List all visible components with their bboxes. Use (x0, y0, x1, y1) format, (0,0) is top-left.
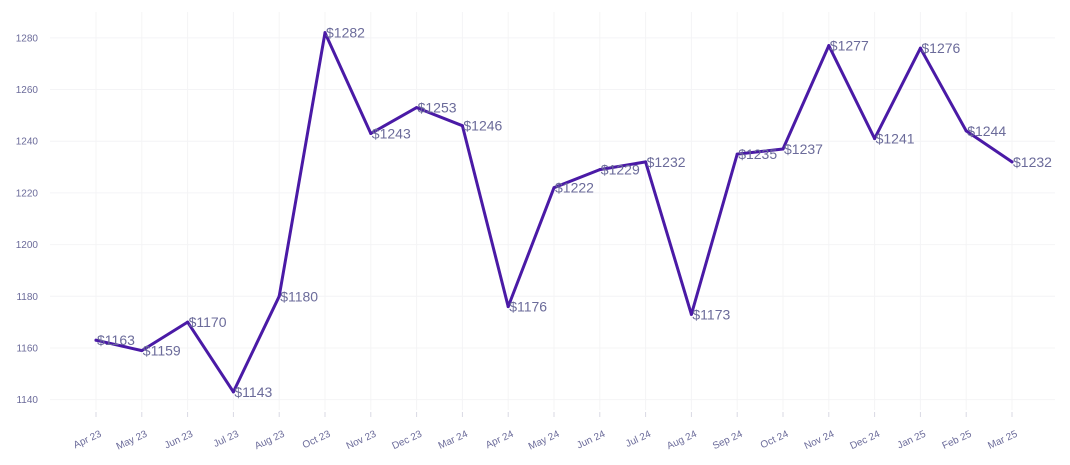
data-point (415, 106, 419, 110)
y-tick-label: 1160 (16, 343, 38, 354)
x-axis: Apr 23 May 23 Jun 23 Jul 23 Aug 23 Oct 23 Nov … (72, 412, 1020, 453)
x-tick-label: Aug 24 (665, 429, 699, 453)
data-label: $1276 (921, 40, 960, 56)
x-tick-label: Jun 23 (163, 429, 195, 452)
data-label: $1229 (601, 162, 640, 178)
y-tick-label: 1280 (16, 33, 39, 44)
x-tick-label: Nov 23 (345, 429, 379, 453)
data-label: $1246 (463, 118, 502, 134)
x-tick-label: Aug 23 (253, 429, 287, 453)
y-tick-label: 1200 (16, 240, 39, 251)
y-axis: 1140 1160 1180 1200 1220 1240 1260 1280 (16, 33, 39, 406)
data-point (689, 312, 693, 316)
data-label: $1159 (143, 343, 181, 359)
data-point (552, 186, 556, 190)
data-labels: $1163 $1159 $1170 $1143 $1180 $1282 $1243 $1253… (97, 25, 1052, 400)
data-point (506, 305, 510, 309)
data-point (323, 31, 327, 35)
x-tick-label: May 23 (115, 429, 150, 453)
data-point (140, 349, 144, 353)
x-tick-label: Apr 23 (72, 429, 104, 452)
data-label: $1277 (830, 38, 869, 54)
data-label: $1180 (280, 288, 318, 304)
data-point (598, 168, 602, 172)
data-label: $1253 (418, 100, 457, 116)
data-point (94, 338, 98, 342)
data-point (369, 131, 373, 135)
data-label: $1244 (967, 123, 1006, 139)
x-tick-label: Apr 24 (484, 429, 516, 452)
data-label: $1170 (189, 314, 227, 330)
y-tick-label: 1240 (16, 137, 39, 148)
data-label: $1282 (326, 25, 365, 41)
y-tick-label: 1260 (16, 85, 39, 96)
x-tick-label: Oct 24 (759, 429, 791, 452)
x-tick-label: Nov 24 (803, 429, 837, 453)
data-label: $1232 (647, 154, 686, 170)
data-point (964, 129, 968, 133)
data-point (1010, 160, 1014, 164)
data-label: $1163 (97, 332, 135, 348)
y-tick-label: 1140 (16, 395, 38, 406)
data-label: $1222 (555, 180, 594, 196)
x-tick-label: Jan 25 (896, 429, 928, 452)
x-tick-label: Feb 25 (941, 429, 974, 452)
series (94, 31, 1014, 394)
data-point (277, 294, 281, 298)
y-tick-label: 1220 (16, 188, 39, 199)
data-point (873, 137, 877, 141)
y-tick-label: 1180 (16, 292, 38, 303)
x-tick-label: Jul 24 (624, 429, 653, 450)
data-label: $1241 (876, 131, 915, 147)
data-point (781, 147, 785, 151)
x-tick-label: Dec 24 (849, 429, 883, 453)
grid (50, 12, 1055, 410)
data-point (231, 390, 235, 394)
data-point (918, 46, 922, 50)
data-label: $1173 (692, 306, 730, 322)
data-label: $1143 (234, 384, 272, 400)
data-point (460, 124, 464, 128)
x-tick-label: Jun 24 (575, 429, 607, 452)
x-tick-label: Oct 23 (301, 429, 333, 452)
data-label: $1235 (738, 146, 777, 162)
data-label: $1243 (372, 125, 411, 141)
data-point (735, 152, 739, 156)
x-tick-label: Sep 24 (711, 429, 745, 453)
x-tick-label: May 24 (527, 429, 562, 453)
data-point (827, 44, 831, 48)
data-point (644, 160, 648, 164)
x-tick-label: Mar 24 (437, 429, 470, 452)
data-point (186, 320, 190, 324)
data-label: $1237 (784, 141, 823, 157)
x-tick-label: Jul 23 (212, 429, 241, 450)
data-label: $1232 (1013, 154, 1052, 170)
x-tick-label: Mar 25 (986, 429, 1019, 452)
data-label: $1176 (509, 299, 547, 315)
x-tick-label: Dec 23 (391, 429, 425, 453)
